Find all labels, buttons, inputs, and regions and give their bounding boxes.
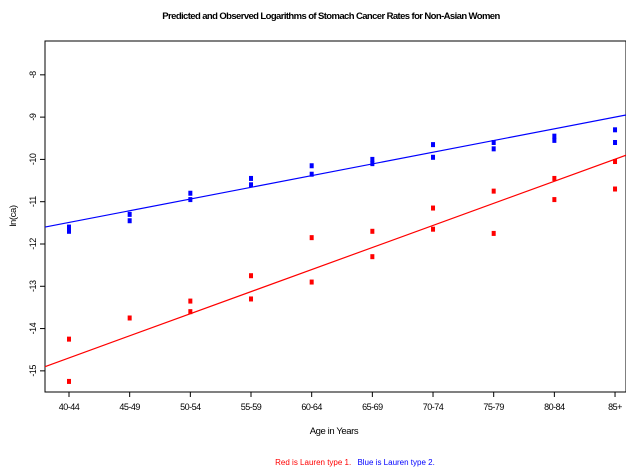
y-tick-label: -11 bbox=[28, 196, 38, 207]
x-tick-label: 85+ bbox=[608, 402, 622, 412]
x-tick-label: 55-59 bbox=[241, 402, 262, 412]
data-point bbox=[552, 137, 557, 143]
series-1 bbox=[44, 114, 626, 234]
data-point bbox=[188, 298, 193, 304]
data-point bbox=[127, 211, 132, 217]
y-tick-label: -15 bbox=[28, 365, 38, 377]
x-tick-label: 60-64 bbox=[301, 402, 322, 412]
data-point bbox=[188, 309, 193, 315]
data-point bbox=[370, 156, 375, 162]
data-point bbox=[491, 230, 496, 236]
data-point bbox=[67, 336, 71, 342]
x-tick-label: 80-84 bbox=[544, 402, 565, 412]
data-point bbox=[613, 139, 618, 145]
x-axis-label: Age in Years bbox=[310, 426, 359, 437]
y-tick-label: -12 bbox=[28, 238, 38, 250]
data-point bbox=[431, 205, 436, 211]
y-tick-label: -9 bbox=[28, 113, 38, 120]
x-axis: 40-44 45-49 50-54 55-59 60-64 65-69 70-74 75-79… bbox=[59, 392, 623, 412]
x-tick-label: 50-54 bbox=[180, 402, 201, 412]
data-point bbox=[67, 378, 71, 384]
data-point bbox=[67, 228, 71, 234]
data-point bbox=[370, 161, 375, 167]
data-point bbox=[613, 186, 618, 192]
data-point bbox=[491, 139, 496, 145]
caption: Red is Lauren type 1. Blue is Lauren typ… bbox=[275, 458, 435, 467]
data-point bbox=[491, 188, 496, 194]
y-axis-label: ln(ca) bbox=[8, 205, 19, 227]
data-point bbox=[188, 190, 193, 196]
fit-line-0 bbox=[44, 154, 626, 368]
data-point bbox=[67, 224, 71, 230]
data-point bbox=[552, 175, 557, 181]
x-tick-label: 75-79 bbox=[483, 402, 504, 412]
caption-blue-text: Blue is Lauren type 2. bbox=[357, 458, 434, 467]
y-tick-label: -8 bbox=[28, 71, 38, 78]
data-point bbox=[188, 197, 193, 203]
data-point bbox=[309, 171, 314, 177]
data-point bbox=[127, 315, 132, 321]
x-tick-label: 70-74 bbox=[423, 402, 444, 412]
fit-line-1 bbox=[44, 114, 626, 228]
y-tick-label: -14 bbox=[28, 322, 38, 334]
series-0 bbox=[44, 154, 626, 384]
data-point bbox=[431, 142, 436, 148]
x-tick-label: 65-69 bbox=[362, 402, 383, 412]
y-tick-label: -10 bbox=[28, 153, 38, 165]
data-point bbox=[431, 154, 436, 160]
x-tick-label: 45-49 bbox=[119, 402, 140, 412]
data-point bbox=[249, 296, 254, 302]
data-point bbox=[249, 273, 254, 279]
data-point bbox=[249, 182, 254, 188]
chart-title: Predicted and Observed Logarithms of Sto… bbox=[162, 11, 500, 22]
plot-frame bbox=[44, 40, 626, 393]
data-point bbox=[370, 254, 375, 260]
data-point bbox=[309, 235, 314, 241]
data-point bbox=[491, 146, 496, 152]
x-tick-label: 40-44 bbox=[59, 402, 80, 412]
data-point bbox=[370, 228, 375, 234]
data-point bbox=[127, 218, 132, 224]
data-point bbox=[309, 163, 314, 169]
y-axis: -15 -14 -13 -12 -11 -10 -9 -8 bbox=[28, 71, 45, 377]
caption-red-text: Red is Lauren type 1. bbox=[275, 458, 351, 467]
data-point bbox=[613, 127, 618, 133]
data-point bbox=[552, 133, 557, 139]
data-point bbox=[249, 175, 254, 181]
data-point bbox=[431, 226, 436, 232]
data-point bbox=[552, 197, 557, 203]
data-point bbox=[613, 159, 618, 165]
y-tick-label: -13 bbox=[28, 280, 38, 292]
data-point bbox=[309, 279, 314, 285]
series-layer bbox=[44, 114, 626, 384]
